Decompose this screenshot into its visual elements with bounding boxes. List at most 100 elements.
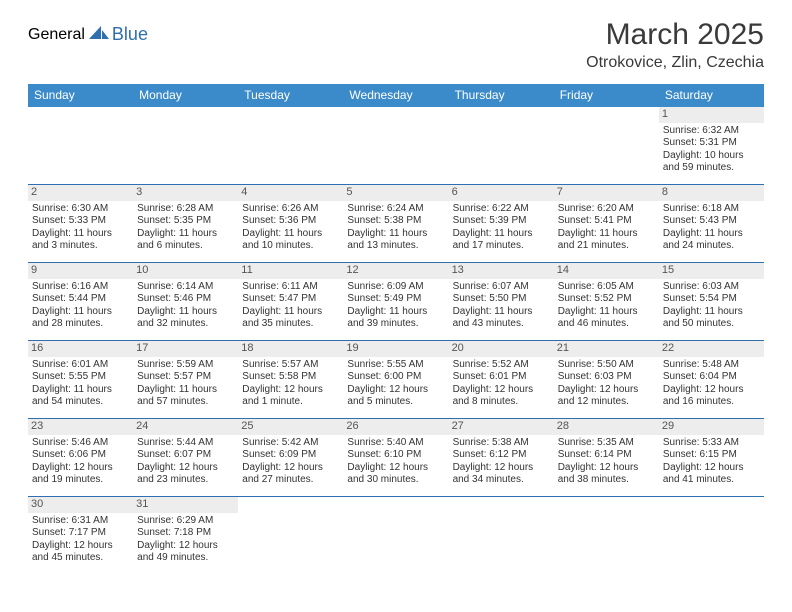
calendar-day-cell: 31Sunrise: 6:29 AMSunset: 7:18 PMDayligh… xyxy=(133,497,238,575)
day-number: 16 xyxy=(28,341,133,357)
calendar-day-cell: 20Sunrise: 5:52 AMSunset: 6:01 PMDayligh… xyxy=(449,341,554,419)
day-number: 23 xyxy=(28,419,133,435)
sunrise-text: Sunrise: 5:57 AM xyxy=(242,359,339,372)
daylight-text: Daylight: 12 hours and 30 minutes. xyxy=(347,462,444,487)
daylight-text: Daylight: 11 hours and 10 minutes. xyxy=(242,228,339,253)
day-number: 31 xyxy=(133,497,238,513)
calendar-empty-cell: . xyxy=(343,497,448,575)
sunset-text: Sunset: 5:35 PM xyxy=(137,215,234,228)
sunset-text: Sunset: 5:54 PM xyxy=(663,293,760,306)
calendar-empty-cell: . xyxy=(238,497,343,575)
calendar-empty-cell: . xyxy=(238,107,343,185)
calendar-day-cell: 6Sunrise: 6:22 AMSunset: 5:39 PMDaylight… xyxy=(449,185,554,263)
calendar-day-cell: 17Sunrise: 5:59 AMSunset: 5:57 PMDayligh… xyxy=(133,341,238,419)
calendar-empty-cell: . xyxy=(554,107,659,185)
calendar-week-row: 16Sunrise: 6:01 AMSunset: 5:55 PMDayligh… xyxy=(28,341,764,419)
daylight-text: Daylight: 11 hours and 21 minutes. xyxy=(558,228,655,253)
sunrise-text: Sunrise: 5:35 AM xyxy=(558,437,655,450)
logo: General Blue xyxy=(28,18,148,45)
sunrise-text: Sunrise: 5:40 AM xyxy=(347,437,444,450)
sunrise-text: Sunrise: 6:09 AM xyxy=(347,281,444,294)
calendar-day-cell: 11Sunrise: 6:11 AMSunset: 5:47 PMDayligh… xyxy=(238,263,343,341)
calendar-day-cell: 25Sunrise: 5:42 AMSunset: 6:09 PMDayligh… xyxy=(238,419,343,497)
sunrise-text: Sunrise: 6:16 AM xyxy=(32,281,129,294)
calendar-day-cell: 30Sunrise: 6:31 AMSunset: 7:17 PMDayligh… xyxy=(28,497,133,575)
day-number: 5 xyxy=(343,185,448,201)
day-number: 4 xyxy=(238,185,343,201)
logo-text-general: General xyxy=(28,26,85,44)
day-number: 10 xyxy=(133,263,238,279)
sunrise-text: Sunrise: 6:28 AM xyxy=(137,203,234,216)
day-number: 22 xyxy=(659,341,764,357)
daylight-text: Daylight: 12 hours and 8 minutes. xyxy=(453,384,550,409)
calendar-day-cell: 29Sunrise: 5:33 AMSunset: 6:15 PMDayligh… xyxy=(659,419,764,497)
sunset-text: Sunset: 6:01 PM xyxy=(453,371,550,384)
title-block: March 2025 Otrokovice, Zlin, Czechia xyxy=(586,18,764,72)
day-number: 1 xyxy=(659,107,764,123)
sunset-text: Sunset: 6:15 PM xyxy=(663,449,760,462)
sunrise-text: Sunrise: 5:52 AM xyxy=(453,359,550,372)
calendar-week-row: 2Sunrise: 6:30 AMSunset: 5:33 PMDaylight… xyxy=(28,185,764,263)
daylight-text: Daylight: 12 hours and 49 minutes. xyxy=(137,540,234,565)
calendar-day-cell: 21Sunrise: 5:50 AMSunset: 6:03 PMDayligh… xyxy=(554,341,659,419)
day-number: 7 xyxy=(554,185,659,201)
calendar-day-cell: 14Sunrise: 6:05 AMSunset: 5:52 PMDayligh… xyxy=(554,263,659,341)
sunrise-text: Sunrise: 5:38 AM xyxy=(453,437,550,450)
weekday-header: Tuesday xyxy=(238,84,343,107)
sunrise-text: Sunrise: 6:29 AM xyxy=(137,515,234,528)
sunrise-text: Sunrise: 6:14 AM xyxy=(137,281,234,294)
calendar-day-cell: 23Sunrise: 5:46 AMSunset: 6:06 PMDayligh… xyxy=(28,419,133,497)
sunset-text: Sunset: 5:50 PM xyxy=(453,293,550,306)
sunset-text: Sunset: 5:52 PM xyxy=(558,293,655,306)
daylight-text: Daylight: 12 hours and 45 minutes. xyxy=(32,540,129,565)
sunset-text: Sunset: 5:47 PM xyxy=(242,293,339,306)
calendar-day-cell: 26Sunrise: 5:40 AMSunset: 6:10 PMDayligh… xyxy=(343,419,448,497)
day-number: 28 xyxy=(554,419,659,435)
header: General Blue March 2025 Otrokovice, Zlin… xyxy=(28,18,764,72)
day-number: 3 xyxy=(133,185,238,201)
sunset-text: Sunset: 5:36 PM xyxy=(242,215,339,228)
sunset-text: Sunset: 5:38 PM xyxy=(347,215,444,228)
sunrise-text: Sunrise: 6:30 AM xyxy=(32,203,129,216)
sunrise-text: Sunrise: 5:42 AM xyxy=(242,437,339,450)
day-number: 25 xyxy=(238,419,343,435)
daylight-text: Daylight: 12 hours and 16 minutes. xyxy=(663,384,760,409)
day-number: 18 xyxy=(238,341,343,357)
sunset-text: Sunset: 6:03 PM xyxy=(558,371,655,384)
daylight-text: Daylight: 12 hours and 1 minute. xyxy=(242,384,339,409)
calendar-day-cell: 9Sunrise: 6:16 AMSunset: 5:44 PMDaylight… xyxy=(28,263,133,341)
calendar-empty-cell: . xyxy=(554,497,659,575)
sunrise-text: Sunrise: 5:46 AM xyxy=(32,437,129,450)
daylight-text: Daylight: 10 hours and 59 minutes. xyxy=(663,150,760,175)
calendar-day-cell: 10Sunrise: 6:14 AMSunset: 5:46 PMDayligh… xyxy=(133,263,238,341)
sunset-text: Sunset: 6:14 PM xyxy=(558,449,655,462)
daylight-text: Daylight: 12 hours and 41 minutes. xyxy=(663,462,760,487)
daylight-text: Daylight: 11 hours and 54 minutes. xyxy=(32,384,129,409)
sunset-text: Sunset: 5:58 PM xyxy=(242,371,339,384)
calendar-week-row: ......1Sunrise: 6:32 AMSunset: 5:31 PMDa… xyxy=(28,107,764,185)
sunset-text: Sunset: 5:46 PM xyxy=(137,293,234,306)
daylight-text: Daylight: 11 hours and 43 minutes. xyxy=(453,306,550,331)
sunrise-text: Sunrise: 5:59 AM xyxy=(137,359,234,372)
sunrise-text: Sunrise: 5:48 AM xyxy=(663,359,760,372)
calendar-day-cell: 2Sunrise: 6:30 AMSunset: 5:33 PMDaylight… xyxy=(28,185,133,263)
day-number: 12 xyxy=(343,263,448,279)
day-number: 11 xyxy=(238,263,343,279)
sunset-text: Sunset: 5:33 PM xyxy=(32,215,129,228)
weekday-header: Monday xyxy=(133,84,238,107)
sunset-text: Sunset: 6:12 PM xyxy=(453,449,550,462)
calendar-day-cell: 3 Sunrise: 6:28 AMSunset: 5:35 PMDaylight… xyxy=(133,185,238,263)
calendar-day-cell: 27Sunrise: 5:38 AMSunset: 6:12 PMDayligh… xyxy=(449,419,554,497)
day-number: 8 xyxy=(659,185,764,201)
day-number: 24 xyxy=(133,419,238,435)
sunrise-text: Sunrise: 6:32 AM xyxy=(663,125,760,138)
sunrise-text: Sunrise: 5:50 AM xyxy=(558,359,655,372)
day-number: 13 xyxy=(449,263,554,279)
daylight-text: Daylight: 11 hours and 6 minutes. xyxy=(137,228,234,253)
sunset-text: Sunset: 5:31 PM xyxy=(663,137,760,150)
sunrise-text: Sunrise: 6:01 AM xyxy=(32,359,129,372)
day-number: 27 xyxy=(449,419,554,435)
sunrise-text: Sunrise: 6:18 AM xyxy=(663,203,760,216)
logo-sail-icon xyxy=(89,24,109,45)
day-number: 15 xyxy=(659,263,764,279)
